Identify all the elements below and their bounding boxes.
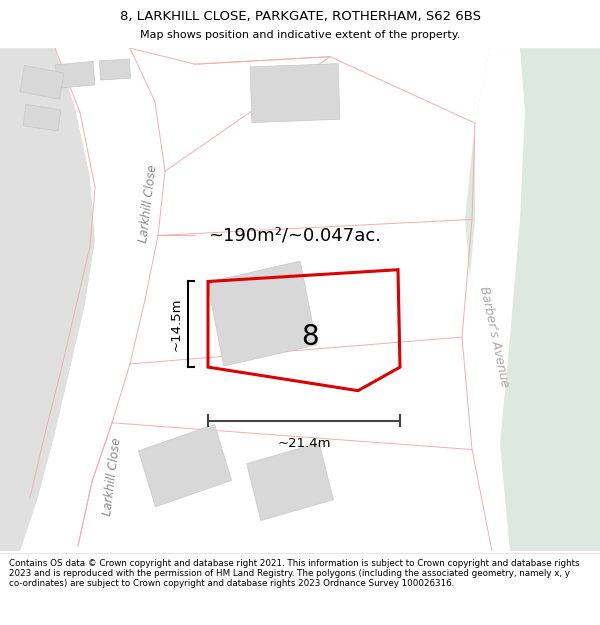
- Text: Contains OS data © Crown copyright and database right 2021. This information is : Contains OS data © Crown copyright and d…: [9, 559, 580, 588]
- Polygon shape: [100, 59, 130, 80]
- Polygon shape: [0, 48, 95, 551]
- Polygon shape: [465, 48, 600, 551]
- Polygon shape: [207, 261, 317, 366]
- Polygon shape: [55, 61, 95, 88]
- Text: 8: 8: [301, 323, 319, 351]
- Polygon shape: [38, 48, 165, 551]
- Polygon shape: [139, 424, 232, 507]
- Polygon shape: [23, 104, 61, 131]
- Text: ~14.5m: ~14.5m: [170, 298, 183, 351]
- Text: Barber's Avenue: Barber's Avenue: [477, 286, 511, 389]
- Text: Larkhill Close: Larkhill Close: [101, 437, 123, 516]
- Text: 8, LARKHILL CLOSE, PARKGATE, ROTHERHAM, S62 6BS: 8, LARKHILL CLOSE, PARKGATE, ROTHERHAM, …: [119, 9, 481, 22]
- Polygon shape: [20, 66, 64, 99]
- Polygon shape: [465, 48, 525, 551]
- Text: Larkhill Close: Larkhill Close: [137, 164, 159, 243]
- Polygon shape: [250, 64, 340, 122]
- Text: Map shows position and indicative extent of the property.: Map shows position and indicative extent…: [140, 30, 460, 40]
- Text: ~21.4m: ~21.4m: [277, 437, 331, 450]
- Text: ~190m²/~0.047ac.: ~190m²/~0.047ac.: [209, 226, 382, 244]
- Polygon shape: [247, 443, 334, 521]
